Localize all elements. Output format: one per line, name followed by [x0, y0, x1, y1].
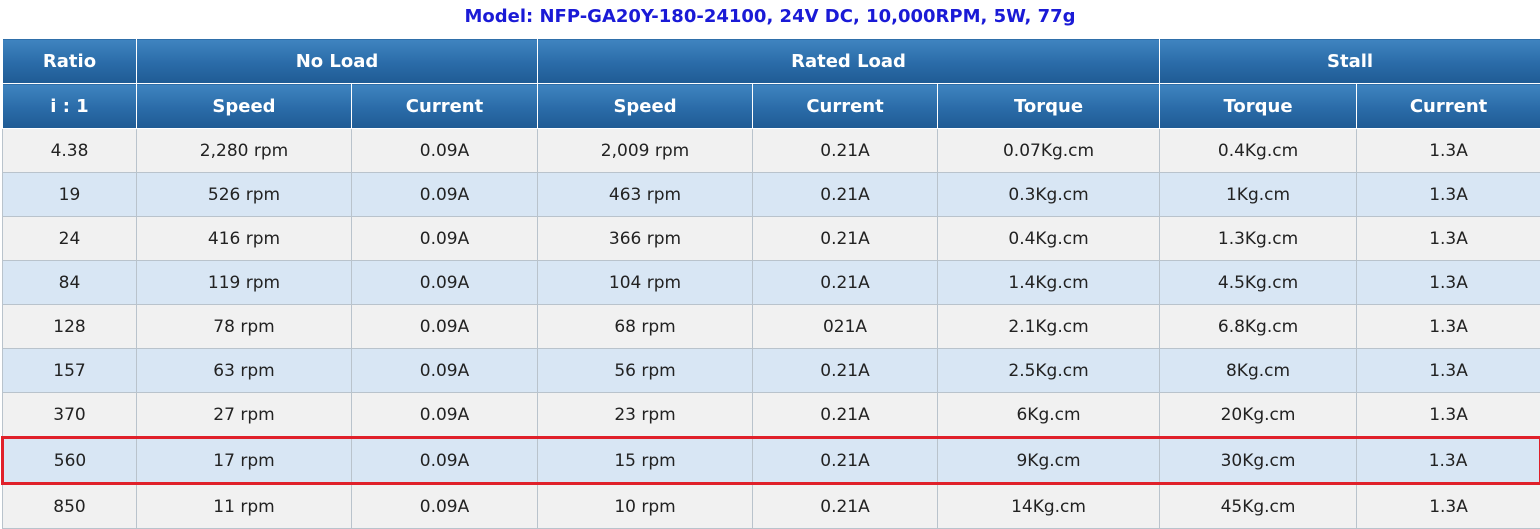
- rated-current-cell: 0.21A: [752, 128, 939, 173]
- header-group-row: Ratio No Load Rated Load Stall: [2, 38, 1540, 84]
- no-load-speed-cell: 2,280 rpm: [136, 128, 352, 173]
- stall-current-cell: 1.3A: [1356, 128, 1540, 173]
- stall-torque-cell: 45Kg.cm: [1159, 483, 1358, 529]
- rated-speed-cell: 2,009 rpm: [537, 128, 754, 173]
- rated-speed-cell: 463 rpm: [537, 172, 754, 217]
- column-header-rated-torque: Torque: [937, 83, 1161, 129]
- stall-current-cell: 1.3A: [1356, 216, 1540, 261]
- no-load-current-cell: 0.09A: [350, 436, 539, 485]
- ratio-cell: 850: [2, 483, 137, 529]
- rated-speed-cell: 10 rpm: [537, 483, 754, 529]
- rated-torque-cell: 2.1Kg.cm: [937, 304, 1161, 349]
- no-load-speed-cell: 526 rpm: [136, 172, 352, 217]
- table-row: 850 11 rpm 0.09A 10 rpm 0.21A 14Kg.cm 45Kg.cm 1…: [2, 483, 1540, 529]
- no-load-current-cell: 0.09A: [350, 260, 539, 305]
- stall-torque-cell: 30Kg.cm: [1159, 436, 1358, 485]
- no-load-current-cell: 0.09A: [350, 483, 539, 529]
- ratio-cell: 24: [2, 216, 137, 261]
- table-row: 370 27 rpm 0.09A 23 rpm 0.21A 6Kg.cm 20Kg.cm 1.…: [2, 392, 1540, 438]
- stall-current-cell: 1.3A: [1356, 304, 1540, 349]
- stall-torque-cell: 20Kg.cm: [1159, 392, 1358, 438]
- stall-current-cell: 1.3A: [1356, 483, 1540, 529]
- stall-torque-cell: 4.5Kg.cm: [1159, 260, 1358, 305]
- rated-current-cell: 0.21A: [752, 216, 939, 261]
- rated-current-cell: 0.21A: [752, 260, 939, 305]
- stall-torque-cell: 0.4Kg.cm: [1159, 128, 1358, 173]
- rated-speed-cell: 56 rpm: [537, 348, 754, 393]
- no-load-speed-cell: 27 rpm: [136, 392, 352, 438]
- ratio-cell: 4.38: [2, 128, 137, 173]
- header-ratio: Ratio: [2, 38, 137, 84]
- table-row: 128 78 rpm 0.09A 68 rpm 021A 2.1Kg.cm 6.8Kg.cm…: [2, 304, 1540, 349]
- column-header-ratio-i: i : 1: [2, 83, 137, 129]
- column-header-no-load-speed: Speed: [136, 83, 352, 129]
- table-row: 24 416 rpm 0.09A 366 rpm 0.21A 0.4Kg.cm 1.3Kg.…: [2, 216, 1540, 261]
- ratio-cell: 19: [2, 172, 137, 217]
- stall-torque-cell: 1Kg.cm: [1159, 172, 1358, 217]
- header-rated-load: Rated Load: [537, 38, 1161, 84]
- stall-torque-cell: 1.3Kg.cm: [1159, 216, 1358, 261]
- stall-torque-cell: 6.8Kg.cm: [1159, 304, 1358, 349]
- rated-speed-cell: 15 rpm: [537, 436, 754, 485]
- rated-current-cell: 0.21A: [752, 172, 939, 217]
- stall-torque-cell: 8Kg.cm: [1159, 348, 1358, 393]
- stall-current-cell: 1.3A: [1356, 436, 1540, 485]
- no-load-current-cell: 0.09A: [350, 304, 539, 349]
- rated-torque-cell: 9Kg.cm: [937, 436, 1161, 485]
- rated-torque-cell: 0.07Kg.cm: [937, 128, 1161, 173]
- rated-current-cell: 0.21A: [752, 483, 939, 529]
- header-stall: Stall: [1159, 38, 1540, 84]
- rated-current-cell: 0.21A: [752, 348, 939, 393]
- no-load-speed-cell: 78 rpm: [136, 304, 352, 349]
- no-load-current-cell: 0.09A: [350, 216, 539, 261]
- spec-table: Ratio No Load Rated Load Stall i : 1 Spe…: [1, 38, 1540, 529]
- stall-current-cell: 1.3A: [1356, 172, 1540, 217]
- column-header-no-load-current: Current: [350, 83, 539, 129]
- no-load-speed-cell: 17 rpm: [136, 436, 352, 485]
- ratio-cell: 128: [2, 304, 137, 349]
- model-title: Model: NFP-GA20Y-180-24100, 24V DC, 10,0…: [464, 6, 1076, 27]
- stall-current-cell: 1.3A: [1356, 392, 1540, 438]
- no-load-speed-cell: 11 rpm: [136, 483, 352, 529]
- table-row-highlighted: 560 17 rpm 0.09A 15 rpm 0.21A 9Kg.cm 30Kg.cm 1.…: [1, 436, 1540, 485]
- stall-current-cell: 1.3A: [1356, 348, 1540, 393]
- table-row: 157 63 rpm 0.09A 56 rpm 0.21A 2.5Kg.cm 8Kg.cm 1…: [2, 348, 1540, 393]
- ratio-cell: 84: [2, 260, 137, 305]
- rated-torque-cell: 2.5Kg.cm: [937, 348, 1161, 393]
- no-load-speed-cell: 416 rpm: [136, 216, 352, 261]
- column-header-stall-torque: Torque: [1159, 83, 1358, 129]
- column-header-rated-current: Current: [752, 83, 939, 129]
- rated-current-cell: 021A: [752, 304, 939, 349]
- column-header-rated-speed: Speed: [537, 83, 754, 129]
- stall-current-cell: 1.3A: [1356, 260, 1540, 305]
- rated-speed-cell: 23 rpm: [537, 392, 754, 438]
- rated-speed-cell: 366 rpm: [537, 216, 754, 261]
- ratio-cell: 560: [1, 436, 137, 485]
- header-column-row: i : 1 Speed Current Speed Current Torque…: [2, 83, 1540, 129]
- table-body: 4.38 2,280 rpm 0.09A 2,009 rpm 0.21A 0.07Kg.c…: [1, 128, 1540, 529]
- ratio-cell: 157: [2, 348, 137, 393]
- rated-current-cell: 0.21A: [752, 436, 939, 485]
- rated-speed-cell: 68 rpm: [537, 304, 754, 349]
- column-header-stall-current: Current: [1356, 83, 1540, 129]
- rated-torque-cell: 6Kg.cm: [937, 392, 1161, 438]
- no-load-speed-cell: 63 rpm: [136, 348, 352, 393]
- rated-torque-cell: 1.4Kg.cm: [937, 260, 1161, 305]
- table-row: 19 526 rpm 0.09A 463 rpm 0.21A 0.3Kg.cm 1Kg.cm…: [2, 172, 1540, 217]
- rated-speed-cell: 104 rpm: [537, 260, 754, 305]
- no-load-current-cell: 0.09A: [350, 128, 539, 173]
- rated-torque-cell: 14Kg.cm: [937, 483, 1161, 529]
- table-row: 4.38 2,280 rpm 0.09A 2,009 rpm 0.21A 0.07Kg.c…: [2, 128, 1540, 173]
- no-load-current-cell: 0.09A: [350, 348, 539, 393]
- rated-torque-cell: 0.3Kg.cm: [937, 172, 1161, 217]
- ratio-cell: 370: [2, 392, 137, 438]
- no-load-current-cell: 0.09A: [350, 392, 539, 438]
- rated-torque-cell: 0.4Kg.cm: [937, 216, 1161, 261]
- header-no-load: No Load: [135, 38, 539, 84]
- table-row: 84 119 rpm 0.09A 104 rpm 0.21A 1.4Kg.cm 4.5Kg.…: [2, 260, 1540, 305]
- no-load-speed-cell: 119 rpm: [136, 260, 352, 305]
- no-load-current-cell: 0.09A: [350, 172, 539, 217]
- rated-current-cell: 0.21A: [752, 392, 939, 438]
